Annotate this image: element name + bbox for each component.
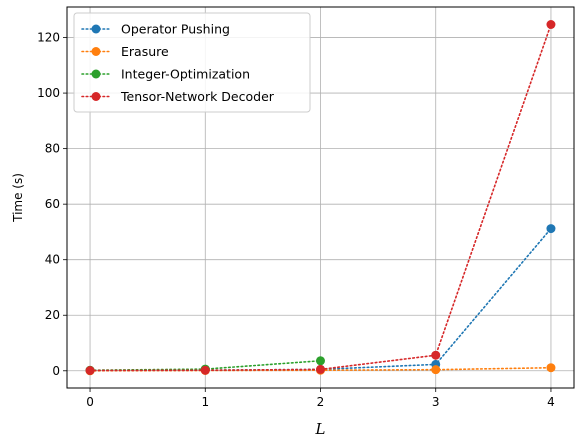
legend-box <box>73 12 311 113</box>
legend-marker <box>91 24 101 34</box>
y-tick-label: 120 <box>37 31 60 45</box>
y-axis-label: Time (s) <box>11 173 25 223</box>
plot-frame <box>66 6 575 389</box>
grid-lines <box>67 7 574 388</box>
legend-marker <box>91 92 101 101</box>
data-point <box>85 366 95 376</box>
legend-label: Integer-Optimization <box>121 67 250 82</box>
data-point <box>200 365 210 375</box>
data-point <box>316 356 325 366</box>
data-point <box>546 224 556 234</box>
data-point <box>546 19 556 29</box>
y-tick-label: 80 <box>45 142 60 156</box>
x-tick-label: 2 <box>317 395 325 409</box>
y-tick-label: 100 <box>37 86 60 100</box>
series-tensor-network-decoder <box>85 19 556 376</box>
data-point <box>431 365 441 375</box>
x-axis-label: L <box>315 420 326 438</box>
legend-label: Tensor-Network Decoder <box>120 89 275 104</box>
legend-label: Operator Pushing <box>121 22 230 37</box>
data-point <box>316 364 325 374</box>
data-point <box>546 363 556 373</box>
x-tick-label: 1 <box>201 395 209 409</box>
y-tick-label: 20 <box>45 308 60 322</box>
y-tick-label: 40 <box>45 253 60 267</box>
x-tick-label: 0 <box>86 395 94 409</box>
x-tick-label: 4 <box>547 395 555 409</box>
legend-marker <box>91 47 101 56</box>
data-point <box>431 350 441 360</box>
series-group <box>85 19 556 376</box>
x-tick-label: 3 <box>432 395 440 409</box>
legend: Operator Pushing Erasure Integer-Optimizat… <box>73 12 311 113</box>
x-axis-ticks: 0 1 2 3 4 <box>86 388 555 409</box>
y-tick-label: 0 <box>52 364 60 378</box>
y-axis-ticks: 0 20 40 60 80 100 120 <box>37 31 67 378</box>
legend-label: Erasure <box>121 44 169 59</box>
y-tick-label: 60 <box>45 197 60 211</box>
legend-marker <box>91 69 101 79</box>
